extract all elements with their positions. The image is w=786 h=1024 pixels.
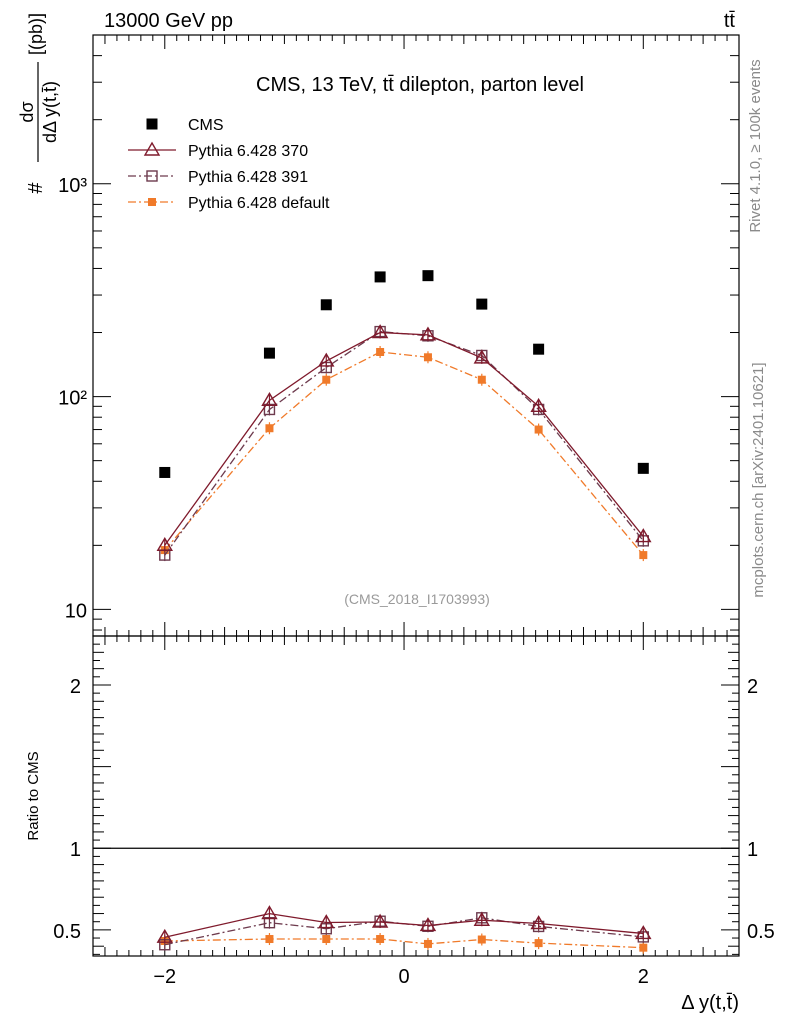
main-data-point [423, 353, 432, 362]
legend-marker [146, 170, 158, 182]
ratio-y-tick-label: 1 [70, 839, 81, 861]
main-data-point [637, 462, 649, 474]
legend-label: Pythia 6.428 default [188, 195, 330, 212]
ratio-series-line [164, 917, 644, 946]
plot-watermark: (CMS_2018_I1703993) [344, 591, 490, 607]
main-data-point [263, 347, 275, 359]
ratio-data-point [265, 935, 274, 944]
ratio-plot-area [156, 905, 652, 954]
header-right-label: tt̄ [724, 10, 736, 32]
ratio-data-point [419, 917, 437, 932]
ratio-data-point [376, 935, 385, 944]
main-data-point [473, 349, 491, 364]
main-data-point [530, 397, 547, 413]
plot-title: CMS, 13 TeV, tt̄ dilepton, parton level [256, 74, 584, 96]
ratio-data-point [261, 905, 278, 920]
side-label-rivet: Rivet 4.1.0, ≥ 100k events [747, 59, 764, 232]
legend-entry: CMS [146, 117, 224, 134]
main-y-tick-label: 10 [65, 600, 87, 622]
y-label-hash: # [25, 182, 47, 194]
axis-tick-labels: 10 10² 10³ 0.5 0.5 1 1 2 2 −2 0 2 [53, 175, 775, 988]
main-data-point [322, 375, 331, 384]
main-data-point [477, 375, 486, 384]
legend-entry: Pythia 6.428 370 [128, 141, 308, 160]
main-data-point [156, 536, 173, 552]
ratio-data-point [156, 928, 173, 943]
y-label-unit: [(pb)] [26, 13, 46, 55]
ratio-data-point [322, 935, 331, 944]
main-y-tick-label: 10³ [58, 175, 87, 197]
main-plot-area [156, 270, 652, 562]
legend-label: Pythia 6.428 370 [188, 143, 308, 160]
ratio-series-line [164, 938, 644, 949]
ratio-y-tick-label-right: 0.5 [747, 921, 775, 943]
ratio-data-point [473, 911, 491, 926]
legend-entry: Pythia 6.428 391 [128, 169, 308, 186]
ratio-data-point [635, 925, 652, 940]
ratio-data-point [639, 943, 648, 952]
main-data-point [534, 425, 543, 434]
y-label-numerator: dσ [17, 101, 37, 122]
header-left-label: 13000 GeV pp [104, 10, 233, 32]
legend: CMS Pythia 6.428 370 Pythia 6.428 391 Pythi… [128, 117, 330, 212]
main-data-point [371, 324, 389, 339]
ratio-y-tick-label: 2 [70, 676, 81, 698]
main-data-point [376, 347, 385, 356]
ratio-series-pythia-6-428-default [160, 933, 648, 954]
main-data-point [422, 270, 434, 282]
ratio-y-tick-label: 0.5 [53, 921, 81, 943]
ratio-y-tick-label-right: 1 [747, 839, 758, 861]
y-axis-label-main: # dσ dΔ y(t,t̄) [(pb)] [17, 13, 60, 194]
ratio-series-line [164, 912, 644, 938]
x-tick-label: 2 [638, 966, 649, 988]
x-axis-label: Δ y(t,t̄) [681, 992, 739, 1014]
legend-marker [148, 198, 156, 206]
legend-label: Pythia 6.428 391 [188, 169, 308, 186]
y-label-denominator: dΔ y(t,t̄) [40, 81, 60, 143]
main-data-point [533, 343, 545, 355]
main-y-tick-label: 10² [58, 388, 87, 410]
side-label-mcplots: mcplots.cern.ch [arXiv:2401.10621] [750, 362, 767, 597]
main-series-line [164, 330, 644, 556]
main-data-point [265, 424, 274, 433]
ratio-panel-frame [92, 635, 740, 957]
ratio-data-point [318, 914, 335, 929]
legend-marker [143, 141, 161, 156]
x-tick-label: −2 [153, 966, 176, 988]
ratio-y-tick-label-right: 2 [747, 676, 758, 698]
main-data-point [476, 298, 488, 310]
main-series-pythia-6-428-370 [156, 324, 652, 552]
x-tick-label: 0 [398, 966, 409, 988]
legend-entry: Pythia 6.428 default [128, 195, 330, 212]
y-axis-label-ratio: Ratio to CMS [25, 751, 42, 840]
ratio-data-point [371, 913, 389, 928]
main-data-point [320, 299, 332, 311]
main-data-point [159, 466, 171, 478]
legend-label: CMS [188, 117, 224, 134]
main-data-point [261, 391, 278, 407]
main-data-point [639, 551, 648, 560]
legend-marker [146, 118, 158, 130]
ratio-data-point [423, 939, 432, 948]
main-series-cms [159, 270, 649, 478]
main-series-pythia-6-428-391 [159, 325, 649, 562]
ratio-data-point [477, 935, 486, 944]
main-data-point [318, 352, 335, 367]
main-data-point [635, 528, 652, 543]
main-data-point [374, 271, 386, 283]
main-data-point [419, 326, 437, 341]
ratio-series-pythia-6-428-370 [156, 905, 652, 944]
main-series-line [164, 351, 644, 556]
ratio-data-point [534, 939, 543, 948]
ratio-data-point [530, 915, 547, 930]
main-series-line [164, 331, 644, 546]
main-series-pythia-6-428-default [160, 345, 648, 562]
